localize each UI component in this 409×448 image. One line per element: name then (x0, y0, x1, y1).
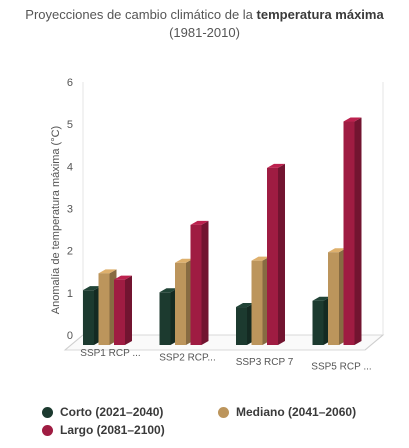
y-tick-label: 4 (67, 161, 73, 173)
bar-side (354, 117, 362, 346)
y-axis-label: Anomalía de temperatura máxima (°C) (50, 126, 62, 314)
bar-top (83, 286, 101, 291)
bar-top (175, 258, 193, 263)
y-tick-label: 2 (67, 246, 73, 258)
bars (83, 117, 362, 346)
bar (328, 248, 346, 345)
bar-top (236, 303, 254, 308)
bar-top (343, 117, 362, 122)
bar (343, 117, 362, 346)
bar-top (114, 275, 132, 280)
bar (312, 296, 331, 345)
chart-title: Proyecciones de cambio climático de la t… (0, 6, 409, 23)
bar-top (98, 269, 117, 274)
bar-front (312, 300, 324, 345)
bar-side (125, 275, 132, 345)
bar-front (190, 224, 202, 345)
legend-swatch-mediano (218, 406, 229, 418)
legend-swatch-largo (42, 424, 53, 436)
bar-front (114, 279, 125, 345)
legend-swatch-corto (42, 406, 53, 418)
legend-label-mediano: Mediano (2041–2060) (236, 405, 357, 419)
legend-label-corto: Corto (2021–2040) (60, 405, 164, 419)
bar-front (236, 307, 247, 345)
y-tick-label: 3 (67, 204, 73, 216)
bar (98, 269, 117, 345)
legend-label-largo: Largo (2081–2100) (60, 423, 165, 437)
bar-top (251, 256, 270, 261)
y-axis: 0 1 2 3 4 5 6 (67, 77, 73, 342)
bar (267, 163, 285, 345)
y-tick-label: 1 (67, 288, 73, 300)
legend: Corto (2021–2040) Mediano (2041–2060) La… (42, 405, 402, 445)
bar-top (159, 288, 178, 293)
x-tick-label: SSP3 RCP 7 (236, 357, 294, 368)
bar (190, 220, 209, 345)
bar-front (328, 252, 339, 345)
x-tick-label: SSP1 RCP ... (80, 348, 140, 359)
bar (159, 288, 178, 345)
bar-top (267, 163, 285, 168)
bar-top (190, 220, 209, 225)
y-tick-label: 6 (67, 77, 73, 89)
bar-front (343, 121, 355, 346)
bar-front (98, 273, 110, 345)
y-tick-label: 5 (67, 119, 73, 131)
legend-item-mediano[interactable]: Mediano (2041–2060) (218, 405, 356, 419)
chart-title-text: Proyecciones de cambio climático de la (25, 7, 253, 22)
floor-right-edge (364, 334, 384, 351)
bar-side (278, 163, 285, 345)
bar-front (251, 260, 263, 345)
bar (236, 303, 254, 345)
x-axis: SSP1 RCP ... SSP2 RCP... SSP3 RCP 7 SSP5 RC… (80, 348, 371, 373)
bar-front (175, 262, 186, 345)
x-tick-label: SSP2 RCP... (159, 353, 216, 364)
x-tick-label: SSP5 RCP ... (311, 362, 371, 373)
bar-side (201, 220, 209, 345)
bar-front (83, 290, 94, 345)
legend-item-corto[interactable]: Corto (2021–2040) (42, 405, 163, 419)
bar (114, 275, 132, 345)
bar (175, 258, 193, 345)
plot-area: 0 1 2 3 4 5 6 SSP1 RCP ... SSP2 RCP... SSP3 RCP … (50, 77, 385, 373)
legend-item-largo[interactable]: Largo (2081–2100) (42, 423, 165, 437)
bar (251, 256, 270, 345)
bar-top (312, 296, 331, 301)
bar-front (267, 167, 278, 345)
chart-frame (63, 82, 385, 351)
chart-subtitle: (1981-2010) (169, 25, 240, 40)
bar-front (159, 292, 171, 345)
bar (83, 286, 101, 345)
floor-left-edge (64, 334, 84, 351)
bar-top (328, 248, 346, 253)
y-tick-label: 0 (67, 330, 73, 342)
chart-title-bold: temperatura máxima (256, 7, 384, 22)
